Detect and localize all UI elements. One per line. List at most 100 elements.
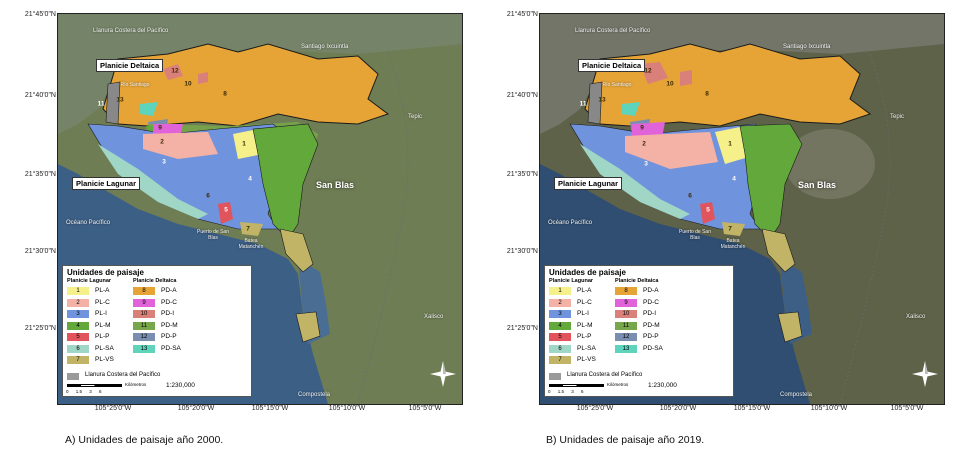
unit-number: 12: [171, 67, 179, 75]
legend-swatch: 7: [67, 356, 89, 364]
legend-label: PL-A: [95, 287, 110, 294]
legend-swatch: 12: [615, 333, 637, 341]
lat-label: 21°25'0"N: [506, 325, 538, 332]
unit-number: 3: [644, 160, 648, 168]
region-label-lagunar: Planicie Lagunar: [72, 177, 141, 190]
unit-number: 9: [640, 124, 644, 132]
lon-label: 105°15'0"W: [733, 405, 771, 412]
unit-number: 8: [705, 90, 709, 98]
unit-number: 13: [598, 96, 606, 104]
legend-label: PD-I: [161, 310, 174, 317]
unit-7-pl-vs-b: [279, 228, 314, 273]
unit-10-pd-i-b: [198, 72, 208, 84]
unit-number: 12: [644, 67, 652, 75]
unit-number: 8: [223, 90, 227, 98]
municipal-boundary: [357, 53, 409, 404]
unit-13-pd-sa: [622, 102, 640, 116]
unit-9-pd-c: [632, 122, 665, 138]
unit-number: 5: [706, 206, 710, 214]
legend-label: PD-M: [643, 321, 660, 329]
place-batea: Batea Matanchén: [720, 238, 746, 250]
legend-swatch: 7: [549, 356, 571, 364]
legend-swatch: 6: [549, 344, 571, 353]
place-llanura: Llanura Costera del Pacífico: [575, 28, 651, 34]
lon-label: 105°20'0"W: [659, 405, 697, 412]
coastal-plain-block: [587, 81, 603, 125]
unit-8-pd-a: [102, 43, 390, 127]
legend-swatch: 1: [549, 287, 571, 295]
caption-b: B) Unidades de paisaje año 2019.: [546, 434, 705, 446]
lon-label: 105°20'0"W: [177, 405, 215, 412]
legend-label: PD-P: [643, 333, 659, 340]
legend-label: PD-I: [643, 310, 656, 317]
legend-swatch-llanura: [67, 373, 79, 380]
legend-swatch: 3: [67, 310, 89, 318]
legend-swatch: 2: [67, 298, 89, 307]
scale-ticks: 0 1.5 3 6: [548, 389, 584, 394]
legend-swatch: 11: [615, 321, 637, 330]
lon-label: 105°15'0"W: [251, 405, 289, 412]
place-xalisco: Xalisco: [424, 314, 444, 320]
legend-label: PL-C: [95, 298, 110, 306]
scale-ratio: 1:230,000: [648, 382, 677, 389]
map-frame: Planicie Deltaica Planicie Lagunar Llanu…: [539, 13, 945, 405]
legend-title: Unidades de paisaje: [67, 268, 144, 277]
unit-10-pd-i: [640, 62, 668, 84]
legend-label: PL-P: [95, 333, 110, 340]
legend: Unidades de paisaje Planicie Lagunar Pla…: [62, 265, 252, 397]
legend: Unidades de paisaje Planicie Lagunar Pla…: [544, 265, 734, 397]
legend-label: PD-A: [161, 287, 177, 294]
unit-number: 10: [184, 80, 192, 88]
coastal-plain-area: [58, 14, 462, 134]
scale-ratio: 1:230,000: [166, 382, 195, 389]
lon-label: 105°5'0"W: [890, 405, 924, 412]
unit-4-pl-m: [252, 123, 319, 240]
legend-swatch: 1: [67, 287, 89, 295]
north-arrow-icon: [430, 361, 456, 387]
legend-label: PL-C: [577, 298, 592, 306]
legend-label: PD-SA: [161, 344, 181, 352]
place-puerto: Puerto de San Blas: [197, 229, 229, 241]
unit-number: 6: [688, 192, 692, 200]
unit-10-pd-i-b: [680, 70, 692, 86]
unit-5-pl-p: [218, 202, 233, 224]
unit-7-pl-vs-b: [761, 228, 796, 273]
legend-swatch: 10: [615, 310, 637, 318]
lon-label: 105°10'0"W: [810, 405, 848, 412]
place-sanblas: San Blas: [316, 180, 355, 190]
legend-label-llanura: Llanura Costera del Pacífico: [567, 372, 643, 378]
legend-swatch: 6: [67, 344, 89, 353]
unit-4-pl-m: [739, 123, 803, 240]
north-arrow-icon: [912, 361, 938, 387]
lat-label: 21°40'0"N: [24, 92, 56, 99]
legend-label: PL-SA: [577, 344, 596, 352]
legend-label-llanura: Llanura Costera del Pacífico: [85, 372, 161, 378]
legend-label: PL-SA: [95, 344, 114, 352]
legend-swatch: 3: [549, 310, 571, 318]
unit-7-pl-vs: [722, 222, 745, 236]
region-label-deltaica: Planicie Deltaica: [578, 59, 646, 72]
legend-swatch: 13: [615, 344, 637, 353]
scale-unit: Kilómetros: [125, 382, 147, 387]
place-santiago: Santiago Ixcuintla: [301, 44, 349, 50]
coastal-plain-area: [540, 14, 944, 134]
place-compostela: Compostela: [298, 392, 331, 398]
scale-bar: [549, 384, 604, 387]
unit-number: 9: [158, 124, 162, 132]
haze-area: [785, 129, 875, 199]
unit-number: 13: [116, 96, 124, 104]
unit-6-pl-sa: [580, 144, 690, 219]
legend-label: PD-C: [643, 298, 659, 306]
lat-label: 21°45'0"N: [24, 11, 56, 18]
place-oceano: Océano Pacífico: [548, 220, 593, 226]
legend-label: PD-A: [643, 287, 659, 294]
unit-2-pl-c: [625, 132, 718, 169]
legend-col-lagunar: Planicie Lagunar: [67, 278, 112, 284]
unit-number: 11: [97, 100, 105, 108]
lon-label: 105°25'0"W: [94, 405, 132, 412]
lat-label: 21°35'0"N: [506, 171, 538, 178]
legend-label: PD-P: [161, 333, 177, 340]
unit-number: 1: [728, 140, 732, 148]
legend-swatch: 2: [549, 298, 571, 307]
lat-label: 21°30'0"N: [24, 248, 56, 255]
